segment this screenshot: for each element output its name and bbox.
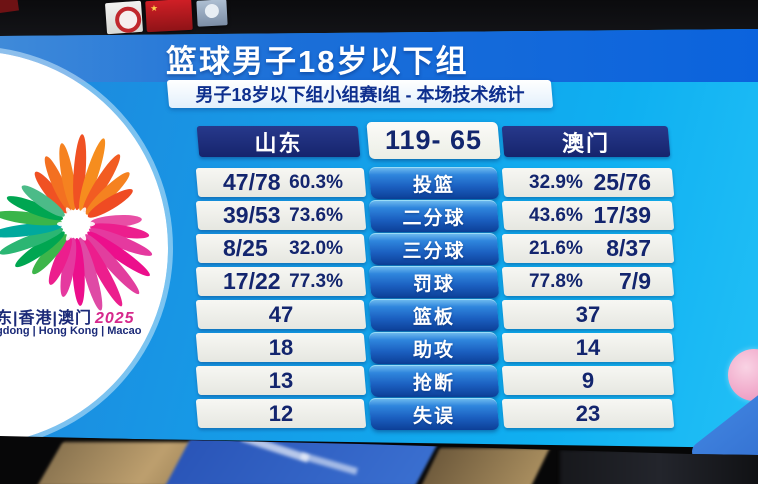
home-stat-box: 47 — [195, 300, 367, 329]
away-stat-box: 77.8% 7/9 — [501, 267, 675, 296]
stat-label: 三分球 — [402, 241, 466, 262]
stats-overlay-panel: 篮球男子18岁以下组 男子18岁以下组小组赛I组 - 本场技术统计 — [0, 29, 758, 448]
away-team-box: 澳门 — [501, 126, 671, 157]
home-stat-box: 17/22 77.3% — [195, 267, 367, 296]
away-percentage: 21.6% — [529, 237, 583, 259]
away-stat-box: 23 — [501, 399, 675, 428]
away-stat-box: 9 — [501, 366, 675, 395]
away-value: 23 — [575, 400, 601, 426]
stat-label: 罚球 — [413, 274, 456, 295]
away-made-attempts: 8/37 — [606, 235, 651, 261]
stat-row-rebounds: 47 篮板 37 — [0, 299, 758, 331]
away-percentage: 43.6% — [529, 204, 583, 226]
home-made-attempts: 47/78 — [223, 169, 281, 195]
stat-row-shooting: 47/78 60.3% 投篮 32.9% 25/76 — [0, 167, 758, 199]
home-percentage: 60.3% — [289, 171, 343, 193]
stat-row-two-pointers: 39/53 73.6% 二分球 43.6% 17/39 — [0, 200, 758, 232]
away-value: 14 — [575, 334, 601, 360]
stat-label-box: 二分球 — [368, 200, 500, 232]
away-stat-box: 37 — [501, 300, 675, 329]
home-value: 47 — [268, 301, 294, 327]
stat-label-box: 失误 — [368, 398, 500, 430]
away-stat-box: 43.6% 17/39 — [501, 201, 675, 230]
away-stat-box: 14 — [501, 333, 675, 362]
stat-label: 助攻 — [413, 340, 456, 361]
court-side-equipment — [560, 450, 758, 484]
away-made-attempts: 17/39 — [593, 202, 651, 228]
home-value: 12 — [268, 400, 294, 426]
emblem-green-petals — [0, 185, 68, 275]
flag-disc-icon — [204, 3, 220, 19]
logo-text-english: gdong | Hong Kong | Macao — [0, 325, 142, 337]
home-stat-box: 18 — [195, 333, 367, 362]
stat-label-box: 投篮 — [368, 167, 500, 199]
background-flag-partial — [196, 0, 228, 27]
logo-region-names: 东|香港|澳门 — [0, 310, 92, 327]
away-value: 9 — [581, 367, 595, 393]
home-stat-box: 39/53 73.6% — [195, 201, 367, 230]
home-value: 18 — [268, 334, 294, 360]
title-band — [0, 29, 758, 82]
score-box: 119- 65 — [366, 122, 501, 159]
subtitle-text: 男子18岁以下组小组赛I组 - 本场技术统计 — [195, 85, 525, 105]
stat-label-box: 罚球 — [368, 266, 500, 298]
logo-year: 2025 — [94, 310, 135, 327]
stat-label: 抢断 — [413, 373, 456, 394]
subtitle-bar: 男子18岁以下组小组赛I组 - 本场技术统计 — [166, 80, 554, 108]
stat-row-steals: 13 抢断 9 — [0, 365, 758, 397]
background-flag-emblem — [104, 0, 144, 35]
page-title: 篮球男子18岁以下组 — [166, 44, 469, 79]
flag-emblem-icon — [114, 5, 143, 34]
emblem-orange-petals — [34, 134, 133, 218]
stat-row-turnovers: 12 失误 23 — [0, 398, 758, 430]
stat-label-box: 助攻 — [368, 332, 500, 364]
away-stat-box: 21.6% 8/37 — [501, 234, 675, 263]
home-made-attempts: 8/25 — [223, 235, 268, 261]
background-red-corner — [0, 0, 20, 14]
away-value: 37 — [575, 301, 601, 327]
home-made-attempts: 39/53 — [223, 202, 281, 228]
home-percentage: 77.3% — [289, 270, 343, 292]
emblem-magenta-petals — [48, 214, 153, 311]
home-made-attempts: 17/22 — [223, 268, 281, 294]
stat-label: 失误 — [413, 406, 456, 427]
court-floor-wood — [420, 448, 550, 484]
stat-row-assists: 18 助攻 14 — [0, 332, 758, 364]
stat-label-box: 三分球 — [368, 233, 500, 265]
home-stat-box: 47/78 60.3% — [195, 168, 367, 197]
score-text: 119- 65 — [384, 125, 483, 155]
home-value: 13 — [268, 367, 294, 393]
home-percentage: 32.0% — [289, 237, 343, 259]
home-team-name: 山东 — [254, 130, 303, 156]
stat-row-free-throws: 17/22 77.3% 罚球 77.8% 7/9 — [0, 266, 758, 298]
home-stat-box: 8/25 32.0% — [195, 234, 367, 263]
background-flag-china — [145, 0, 193, 33]
home-stat-box: 13 — [195, 366, 367, 395]
away-stat-box: 32.9% 25/76 — [501, 168, 675, 197]
stat-label: 篮板 — [413, 307, 456, 328]
stat-row-three-pointers: 8/25 32.0% 三分球 21.6% 8/37 — [0, 233, 758, 265]
away-made-attempts: 7/9 — [619, 268, 651, 294]
logo-text-chinese: 东|香港|澳门 2025 — [0, 304, 196, 328]
stat-label-box: 篮板 — [368, 299, 500, 331]
home-percentage: 73.6% — [289, 204, 343, 226]
away-made-attempts: 25/76 — [593, 169, 651, 195]
natgames-emblem-icon — [0, 134, 153, 311]
away-percentage: 32.9% — [529, 171, 583, 193]
home-team-box: 山东 — [196, 126, 361, 157]
stat-label: 投篮 — [413, 175, 456, 196]
stat-label: 二分球 — [402, 208, 466, 229]
emblem-white-center — [57, 207, 95, 241]
home-stat-box: 12 — [195, 399, 367, 428]
away-percentage: 77.8% — [529, 270, 583, 292]
stat-label-box: 抢断 — [368, 365, 500, 397]
star-icon — [150, 5, 157, 12]
away-team-name: 澳门 — [561, 130, 610, 156]
